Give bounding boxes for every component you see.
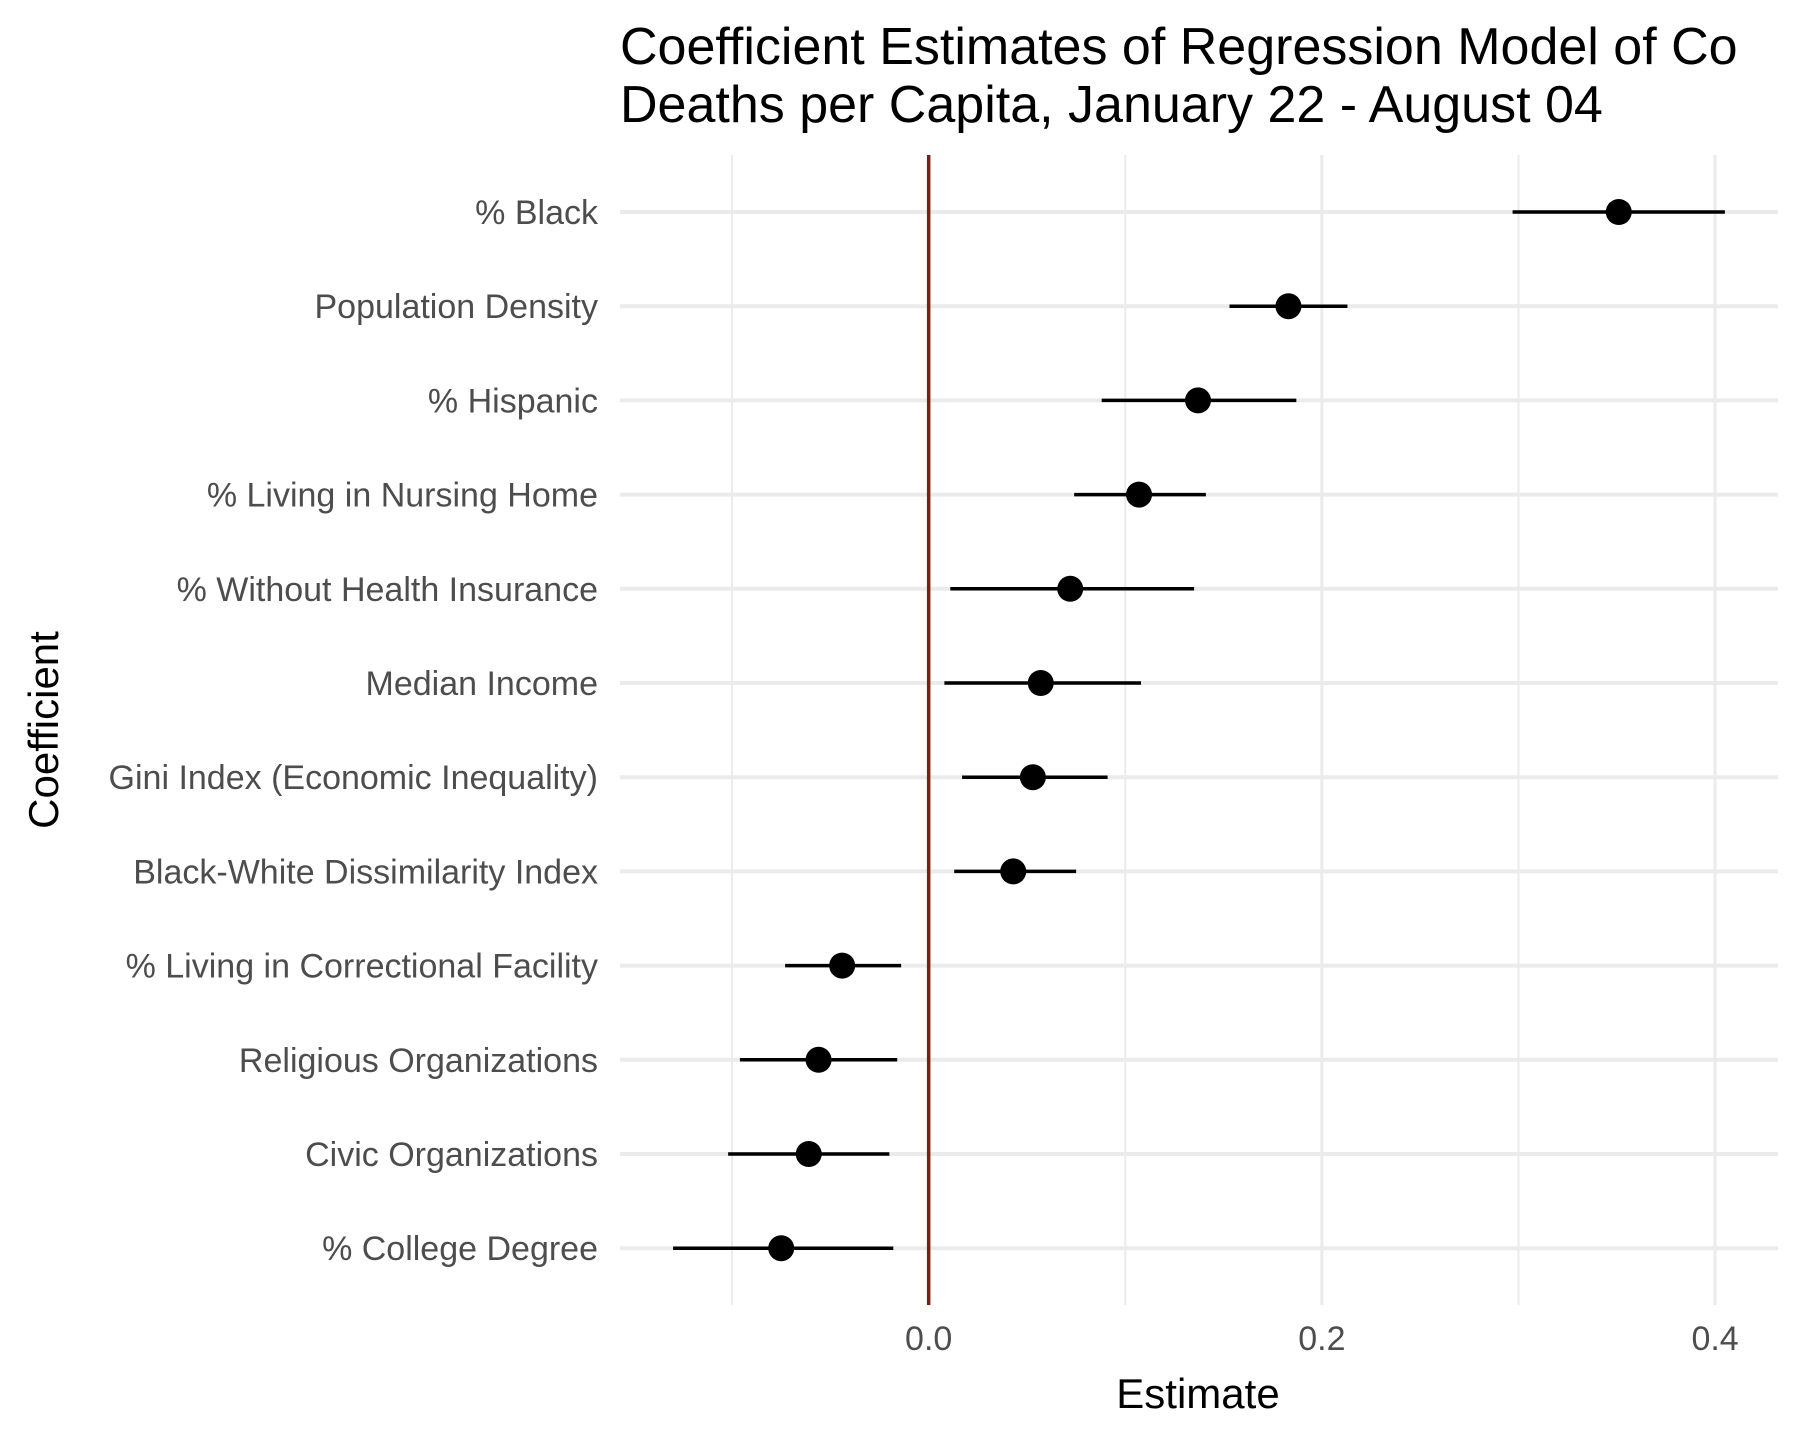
estimate-point — [829, 952, 856, 979]
category-label: Population Density — [314, 288, 598, 326]
category-label-layer: % Black Population Density % Hispanic % Liv… — [109, 194, 599, 1268]
estimate-point — [1185, 387, 1212, 414]
estimate-point — [1275, 293, 1302, 320]
category-label: % Living in Nursing Home — [207, 477, 598, 515]
chart-title: Coefficient Estimates of Regression Mode… — [620, 18, 1738, 134]
series-layer — [673, 199, 1725, 1262]
estimate-point — [1057, 575, 1084, 602]
estimate-point — [1027, 670, 1054, 696]
x-tick-label: 0.2 — [1298, 1320, 1345, 1358]
estimate-point — [805, 1046, 832, 1073]
category-label: % Black — [475, 194, 599, 232]
grid-layer — [620, 155, 1778, 1305]
category-label: Civic Organizations — [305, 1136, 598, 1174]
category-label: Gini Index (Economic Inequality) — [109, 759, 598, 797]
x-tick-label: 0.0 — [905, 1320, 952, 1358]
y-axis-title: Coefficient — [20, 631, 67, 829]
estimate-point — [795, 1141, 822, 1167]
category-label: % Living in Correctional Facility — [126, 948, 598, 986]
x-tick-label-layer: 0.0 0.2 0.4 — [905, 1320, 1739, 1358]
category-label: % Without Health Insurance — [177, 571, 598, 609]
estimate-point — [768, 1235, 795, 1262]
category-label: Religious Organizations — [239, 1042, 598, 1080]
x-axis-title: Estimate — [1116, 1370, 1279, 1417]
chart-title-line-2: Deaths per Capita, January 22 - August 0… — [620, 76, 1603, 134]
category-label: Black-White Dissimilarity Index — [133, 853, 598, 891]
estimate-point — [1019, 764, 1046, 791]
category-label: Median Income — [366, 665, 598, 703]
chart-title-line-1: Coefficient Estimates of Regression Mode… — [620, 18, 1738, 76]
estimate-point — [1126, 481, 1153, 508]
category-label: % College Degree — [322, 1230, 598, 1268]
estimate-point — [1000, 858, 1027, 885]
x-tick-label: 0.4 — [1691, 1320, 1738, 1358]
estimate-point — [1605, 199, 1632, 225]
category-label: % Hispanic — [428, 382, 598, 420]
